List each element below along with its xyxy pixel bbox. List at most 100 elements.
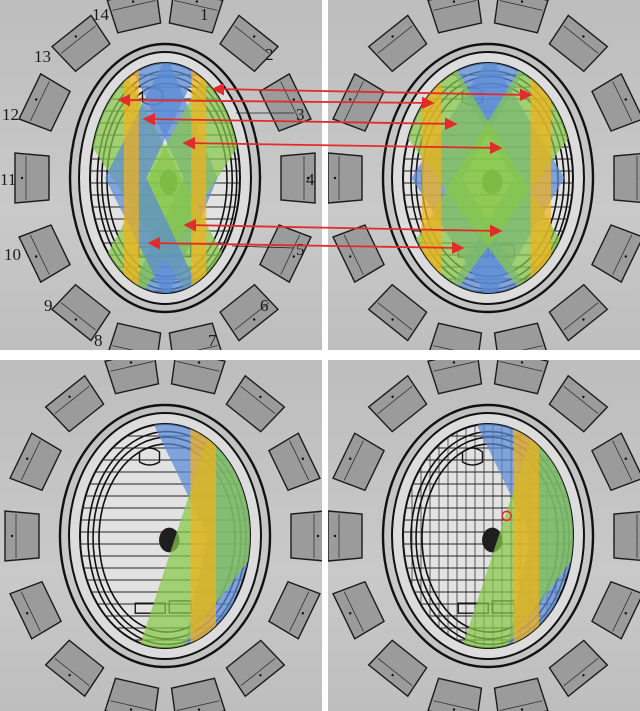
detector-edge (563, 302, 599, 331)
detector-face (613, 510, 640, 562)
detector-edge (499, 345, 543, 350)
detector-block (332, 580, 385, 640)
detector-block (613, 152, 640, 204)
detector-block (44, 374, 105, 433)
detector-label-10: 10 (4, 245, 21, 264)
detector-face (225, 639, 286, 698)
detector-block (50, 14, 111, 73)
detector-dot (520, 708, 524, 711)
detector-block (104, 677, 160, 711)
detector-dot (624, 457, 628, 460)
scanner-ring-bottom-left (4, 360, 322, 711)
detector-dot (624, 612, 628, 615)
detector-face (367, 639, 428, 698)
band-orange (123, 63, 139, 293)
detector-block (225, 374, 286, 433)
detector-dot (259, 395, 262, 399)
detector-dot (292, 255, 296, 258)
detector-dot (348, 255, 352, 258)
detector-edge (20, 440, 41, 481)
detector-block (44, 639, 105, 698)
detector-face (548, 639, 609, 698)
detector-label-4: 4 (306, 170, 315, 189)
detector-block (548, 639, 609, 698)
gantry-ring (381, 403, 595, 669)
detector-dot (68, 395, 71, 398)
detector-label-8: 8 (94, 331, 103, 350)
detector-face (9, 432, 62, 492)
coverage-bands (135, 424, 250, 648)
detector-dot (129, 708, 133, 711)
detector-block (106, 322, 162, 350)
detector-face (427, 677, 483, 711)
detector-dot (74, 35, 78, 38)
detector-face (106, 322, 162, 350)
detector-edge (343, 440, 364, 481)
detector-edge (240, 385, 276, 415)
detector-dot (197, 361, 201, 364)
detector-edge (499, 0, 543, 11)
detector-face (548, 374, 609, 433)
detector-dot (333, 176, 337, 180)
detector-block (493, 360, 549, 395)
detector-face (332, 72, 385, 132)
detector-edge (433, 0, 477, 11)
detector-label-1: 1 (200, 5, 209, 24)
detector-dot (452, 0, 456, 3)
detector-edge (110, 700, 154, 711)
detector-edge (234, 302, 270, 331)
gantry-ring (58, 403, 272, 669)
detector-edge (343, 591, 364, 632)
band-orange (530, 63, 551, 293)
detector-dot (301, 612, 305, 615)
detector-block (427, 360, 483, 395)
detector-label-5: 5 (296, 240, 305, 259)
detector-edge (112, 345, 156, 350)
marker-circle (501, 510, 512, 522)
detector-dot (520, 0, 524, 3)
detector-dot (348, 612, 352, 615)
detector-dot (582, 674, 585, 677)
detector-face (14, 152, 50, 204)
detector-dot (520, 361, 524, 364)
gantry-ring (381, 42, 595, 314)
detector-block (104, 360, 160, 395)
detector-edge (433, 345, 477, 350)
detector-face (613, 152, 640, 204)
detector-dot (452, 708, 456, 711)
detector-dot (25, 612, 29, 615)
detector-edge (563, 25, 599, 54)
detector-face (367, 374, 428, 433)
coverage-bands (458, 424, 573, 648)
detector-edge (60, 25, 96, 54)
detector-block (613, 510, 640, 562)
panel-top-right (328, 0, 640, 350)
detector-block (290, 510, 322, 562)
detector-block (259, 72, 312, 132)
detector-edge (174, 345, 218, 350)
detector-face (104, 677, 160, 711)
detector-dot (34, 98, 38, 101)
detector-block (591, 72, 640, 132)
detector-dot (624, 255, 628, 258)
detector-face (219, 283, 280, 342)
detector-block (18, 224, 71, 284)
detector-block (548, 283, 609, 342)
detector-dot (624, 98, 628, 101)
detector-edge (499, 700, 543, 711)
detector-label-9: 9 (44, 296, 53, 315)
detector-face (290, 510, 322, 562)
scanner-ring-top-right (328, 0, 640, 350)
detector-face (225, 374, 286, 433)
detector-block (18, 72, 71, 132)
detector-edge (174, 0, 218, 11)
detector-block (50, 283, 111, 342)
detector-dot (316, 534, 320, 538)
detector-dot (391, 318, 394, 321)
detector-face (332, 432, 385, 492)
detector-block (493, 677, 549, 711)
detector-dot (252, 35, 256, 38)
detector-face (493, 322, 549, 350)
detector-edge (54, 657, 90, 687)
detector-face (591, 580, 640, 640)
